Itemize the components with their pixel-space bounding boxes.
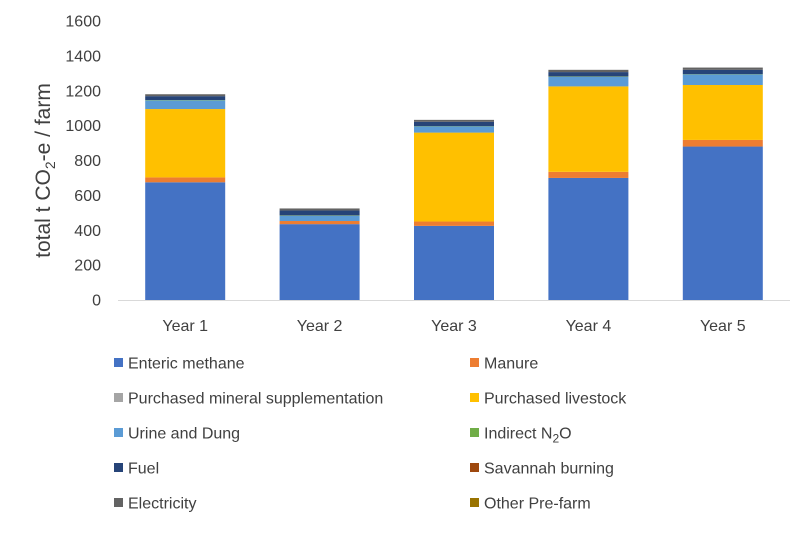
legend-item: Urine and Dung	[114, 426, 240, 443]
bar-segment-electricity	[279, 208, 360, 211]
bars	[145, 67, 763, 300]
bar-stack-year-1	[145, 94, 226, 300]
bar-segment-urine-and-dung	[682, 74, 763, 85]
legend-swatch	[470, 358, 479, 367]
bar-stack-year-4	[548, 69, 629, 300]
legend-label: Enteric methane	[128, 356, 245, 373]
bar-segment-purchased-livestock	[682, 84, 763, 140]
legend: Enteric methane Manure Purchased mineral s…	[114, 356, 627, 513]
y-axis-ticks: 0 200 400 600 800 1000 1200 1400 1600	[65, 14, 101, 310]
bar-segment-fuel	[414, 121, 494, 127]
bar-segment-enteric-methane	[414, 225, 494, 300]
y-tick-label: 1400	[65, 48, 101, 65]
bar-segment-enteric-methane	[145, 182, 226, 300]
bar-segment-urine-and-dung	[279, 215, 360, 222]
legend-item: Purchased livestock	[470, 391, 627, 408]
legend-swatch	[114, 428, 123, 437]
bar-segment-manure	[682, 139, 763, 147]
y-tick-label: 1000	[65, 118, 101, 135]
y-axis-label-part: total t CO	[32, 169, 55, 258]
y-axis-label-group: total t CO2-e / farm	[32, 83, 58, 258]
bar-segment-urine-and-dung	[548, 76, 629, 87]
legend-label: Purchased mineral supplementation	[128, 391, 383, 408]
legend-label-part: O	[559, 426, 571, 443]
legend-item: Purchased mineral supplementation	[114, 391, 383, 408]
y-tick-label: 1600	[65, 14, 101, 31]
legend-swatch	[470, 463, 479, 472]
bar-segment-enteric-methane	[548, 177, 629, 300]
bar-segment-fuel	[279, 210, 360, 216]
bar-stack-year-2	[279, 208, 360, 300]
bar-segment-fuel	[145, 96, 226, 100]
y-tick-label: 200	[74, 258, 101, 275]
legend-swatch	[470, 393, 479, 402]
bar-segment-electricity	[414, 119, 494, 122]
y-tick-label: 0	[92, 293, 101, 310]
legend-label: Purchased livestock	[484, 391, 627, 408]
bar-segment-electricity	[548, 69, 629, 73]
bar-segment-urine-and-dung	[145, 100, 226, 110]
bar-stack-year-5	[682, 67, 763, 300]
legend-label: Indirect N2O	[484, 426, 572, 446]
y-axis-label-subscript: 2	[42, 161, 58, 169]
y-tick-label: 400	[74, 223, 101, 240]
y-axis-label-part: -e / farm	[32, 83, 55, 161]
bar-segment-urine-and-dung	[414, 126, 494, 133]
x-tick-label: Year 4	[566, 318, 612, 335]
legend-item: Electricity	[114, 496, 196, 513]
legend-item: Savannah burning	[470, 461, 614, 478]
x-tick-label: Year 2	[297, 318, 343, 335]
bar-segment-fuel	[682, 69, 763, 75]
legend-label: Manure	[484, 356, 538, 373]
legend-label: Savannah burning	[484, 461, 614, 478]
legend-swatch	[470, 428, 479, 437]
legend-label: Urine and Dung	[128, 426, 240, 443]
bar-segment-fuel	[548, 72, 629, 77]
bar-segment-purchased-livestock	[145, 109, 226, 178]
bar-stack-year-3	[414, 119, 494, 300]
y-tick-label: 1200	[65, 83, 101, 100]
legend-item: Other Pre-farm	[470, 496, 591, 513]
bar-segment-purchased-livestock	[548, 86, 629, 172]
legend-item: Enteric methane	[114, 356, 245, 373]
bar-segment-purchased-livestock	[414, 132, 494, 222]
bar-segment-manure	[145, 177, 226, 183]
y-tick-label: 600	[74, 188, 101, 205]
bar-segment-manure	[414, 221, 494, 226]
bar-segment-electricity	[145, 94, 226, 97]
x-axis-ticks: Year 1 Year 2 Year 3 Year 4 Year 5	[162, 318, 745, 335]
bar-segment-electricity	[682, 67, 763, 70]
x-tick-label: Year 1	[162, 318, 208, 335]
legend-label-part: Indirect N	[484, 426, 552, 443]
bar-segment-manure	[548, 171, 629, 178]
legend-swatch	[114, 358, 123, 367]
bar-segment-manure	[279, 221, 360, 225]
legend-swatch	[114, 393, 123, 402]
legend-item: Indirect N2O	[470, 426, 572, 446]
legend-swatch	[114, 463, 123, 472]
x-tick-label: Year 3	[431, 318, 477, 335]
bar-segment-enteric-methane	[279, 224, 360, 300]
legend-swatch	[470, 498, 479, 507]
legend-label-subscript: 2	[552, 432, 559, 446]
legend-label: Electricity	[128, 496, 196, 513]
y-axis-label: total t CO2-e / farm	[32, 83, 58, 258]
bar-segment-enteric-methane	[682, 146, 763, 300]
x-tick-label: Year 5	[700, 318, 746, 335]
legend-label: Fuel	[128, 461, 159, 478]
legend-label: Other Pre-farm	[484, 496, 591, 513]
y-tick-label: 800	[74, 153, 101, 170]
legend-item: Fuel	[114, 461, 159, 478]
legend-item: Manure	[470, 356, 538, 373]
legend-swatch	[114, 498, 123, 507]
